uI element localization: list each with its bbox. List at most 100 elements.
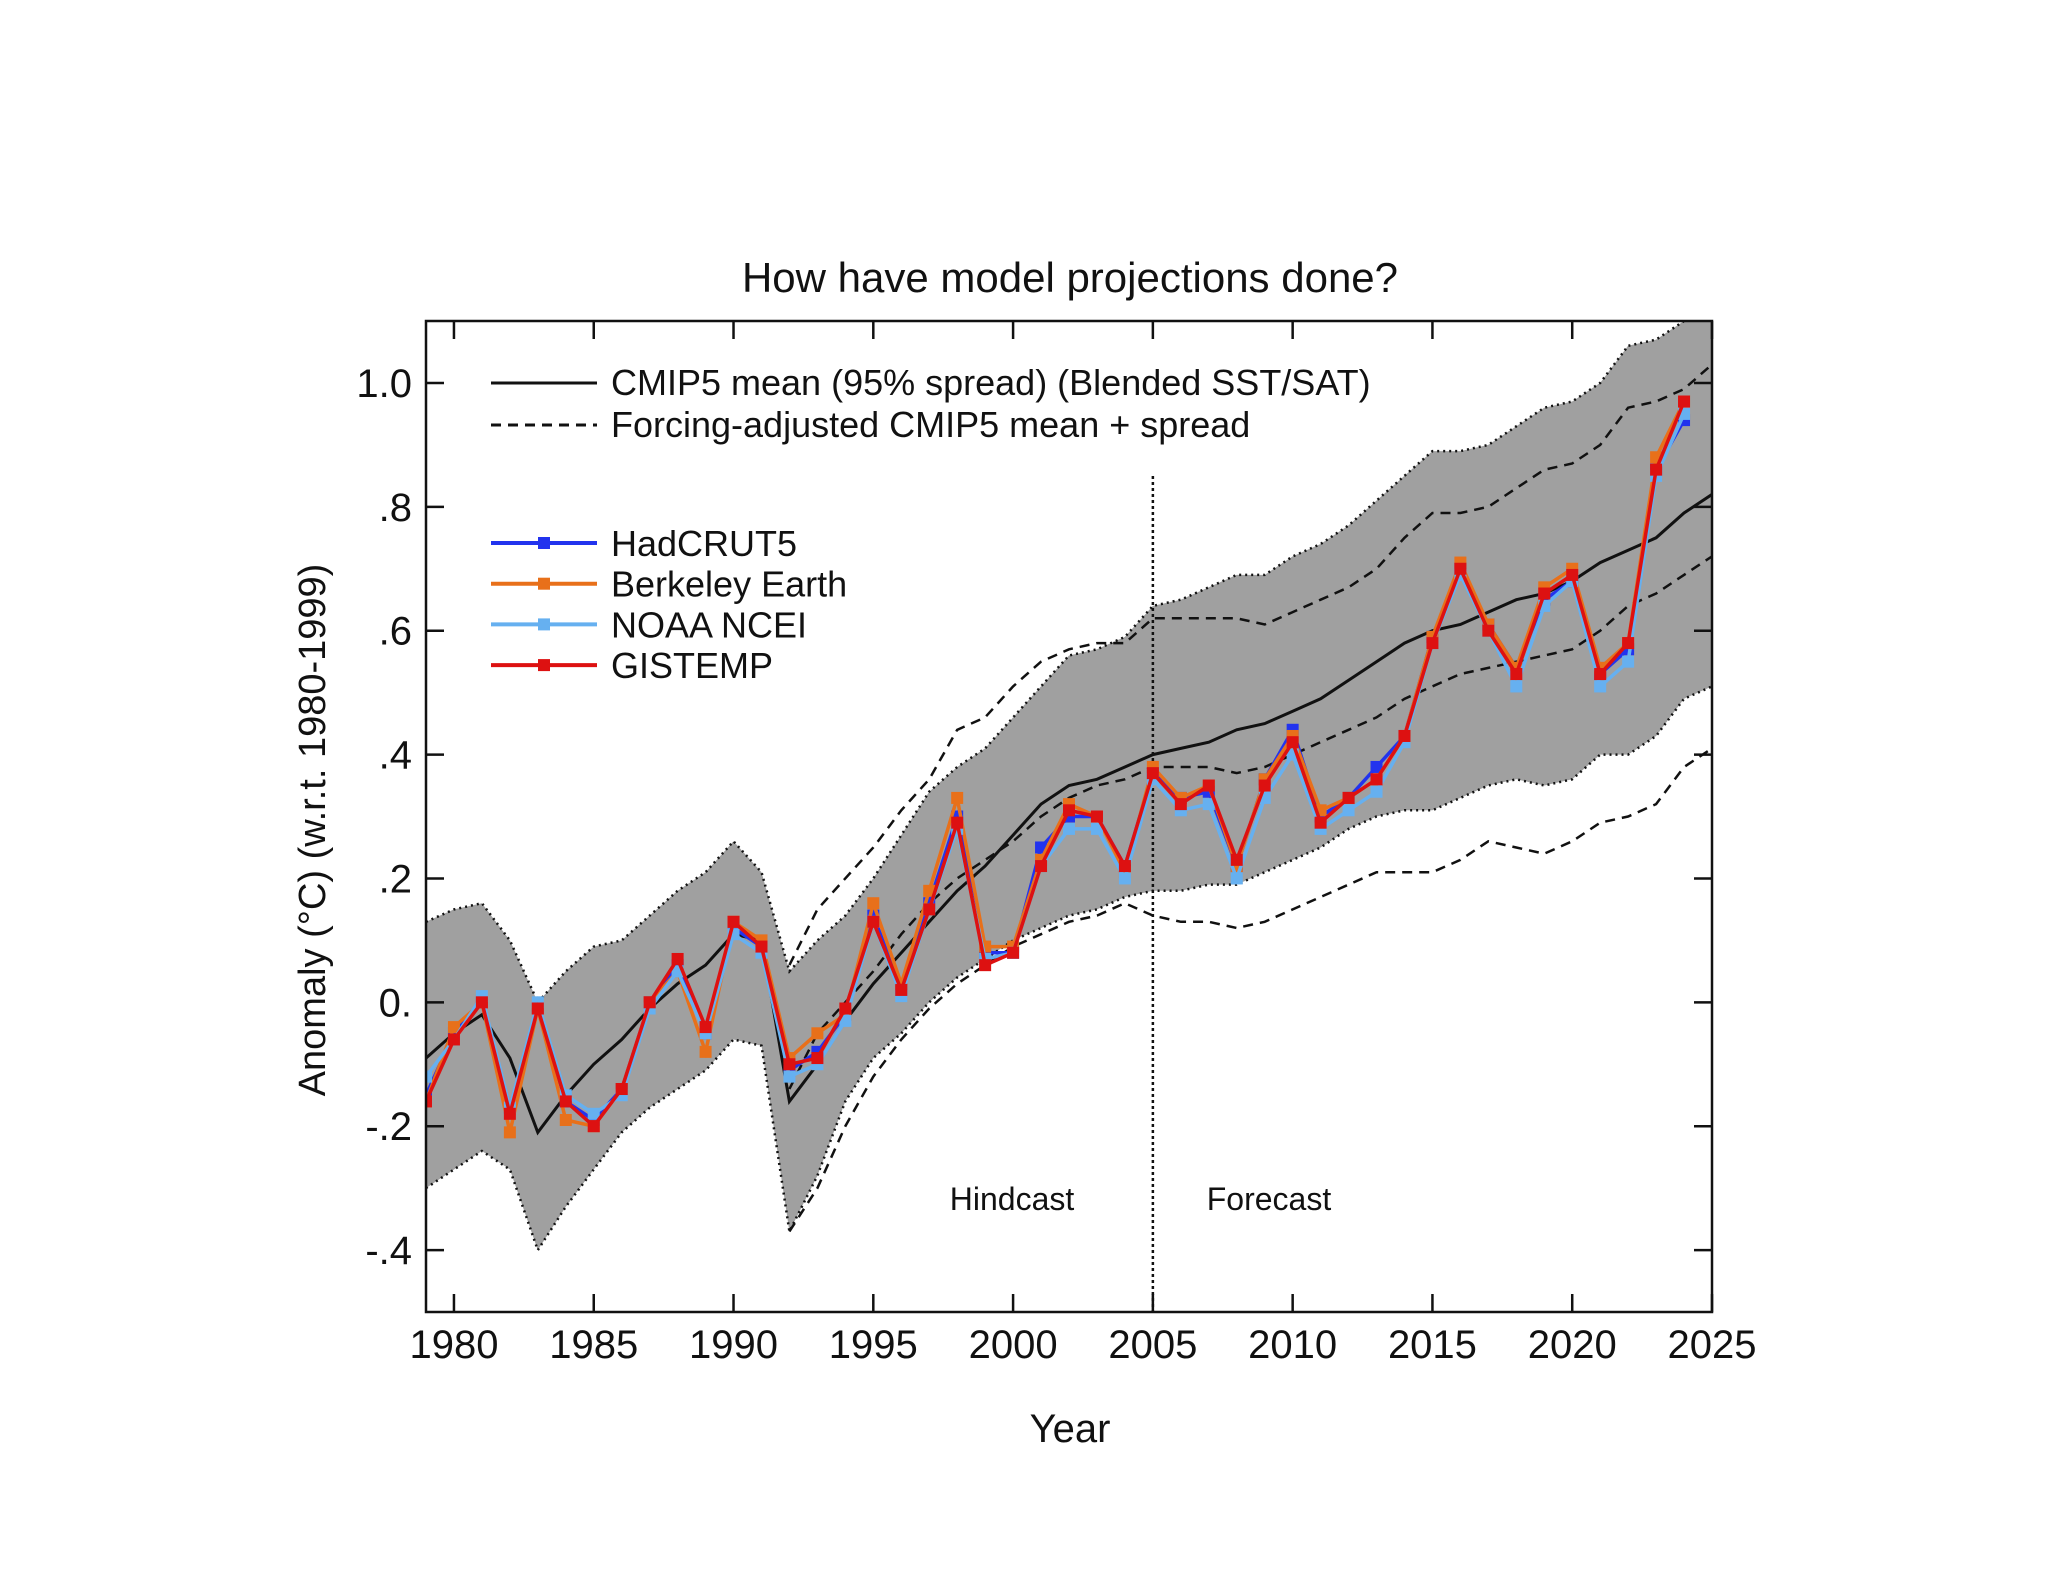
x-tick-label: 2015	[1388, 1323, 1477, 1367]
data-point	[1286, 736, 1299, 749]
legend-label-mean: CMIP5 mean (95% spread) (Blended SST/SAT…	[611, 362, 1371, 403]
data-point	[923, 884, 936, 897]
data-point	[839, 1002, 852, 1015]
plot-area	[426, 321, 1712, 1312]
data-point	[643, 996, 656, 1009]
legend-label: NOAA NCEI	[611, 604, 807, 645]
series-line	[426, 400, 1686, 1129]
y-tick-label: .2	[379, 857, 412, 901]
data-point	[699, 1045, 712, 1058]
data-point	[1454, 562, 1467, 575]
data-point	[1118, 860, 1131, 873]
data-point	[1566, 568, 1579, 581]
data-point	[867, 897, 880, 910]
adjusted-mean-line	[788, 555, 1712, 1090]
y-tick-label: 1.0	[356, 362, 412, 406]
data-point	[426, 1070, 432, 1083]
data-point	[1314, 816, 1327, 829]
data-point	[1538, 587, 1551, 600]
x-tick-label: 1995	[829, 1323, 918, 1367]
chart-title: How have model projections done?	[742, 254, 1398, 301]
data-point	[1090, 822, 1103, 835]
data-point	[475, 996, 488, 1009]
data-point	[783, 1070, 796, 1083]
y-tick-label: .6	[379, 610, 412, 654]
data-point	[1063, 804, 1075, 817]
adjusted-upper-line	[788, 363, 1712, 966]
data-point	[979, 959, 992, 972]
data-point	[895, 983, 908, 996]
data-point	[559, 1113, 572, 1126]
y-axis-label: Anomaly (°C) (w.r.t. 1980-1999)	[292, 564, 334, 1097]
x-tick-label: 2005	[1108, 1323, 1197, 1367]
adjusted-lower-line	[788, 747, 1712, 1233]
data-point	[783, 1058, 796, 1071]
data-point	[1510, 680, 1523, 693]
data-point	[1622, 655, 1635, 668]
x-tick-label: 2000	[969, 1323, 1058, 1367]
data-point	[447, 1033, 460, 1046]
data-point	[1482, 624, 1495, 637]
data-point	[1510, 668, 1523, 681]
legend-marker	[538, 659, 550, 672]
y-tick-label: -.4	[365, 1229, 412, 1273]
y-tick-label: 0.	[379, 981, 412, 1025]
x-tick-label: 1985	[549, 1323, 638, 1367]
plot-frame	[424, 319, 1714, 1314]
data-point	[1146, 767, 1159, 780]
data-point	[727, 915, 740, 928]
data-point	[1258, 779, 1271, 792]
data-point	[1370, 785, 1383, 798]
legend-label: HadCRUT5	[611, 523, 797, 564]
y-tick-label: .8	[379, 486, 412, 530]
data-point	[867, 915, 880, 928]
data-point	[1398, 729, 1411, 742]
data-point	[615, 1083, 628, 1096]
data-point	[1007, 946, 1020, 959]
data-point	[426, 1095, 432, 1108]
model-spread-lower	[426, 685, 1712, 1253]
legend-label: GISTEMP	[611, 645, 773, 686]
data-point	[1174, 798, 1187, 811]
data-point	[1678, 395, 1691, 408]
data-point	[1202, 779, 1215, 792]
data-point	[839, 1014, 852, 1027]
data-point	[1594, 668, 1607, 681]
data-point	[1090, 810, 1103, 823]
x-tick-label: 1980	[409, 1323, 498, 1367]
data-point	[1426, 637, 1439, 650]
x-tick-label: 2010	[1248, 1323, 1337, 1367]
data-point	[1230, 853, 1243, 866]
axis-ticks: 1980 1985 1990 1995 2000 2005 2010 2015 2020 2025…	[356, 321, 1756, 1367]
data-point	[559, 1095, 572, 1108]
legend-label: Berkeley Earth	[611, 564, 847, 605]
annotation-hindcast: Hindcast	[950, 1181, 1075, 1217]
legend-marker	[538, 577, 550, 590]
legend-label-adjusted: Forcing-adjusted CMIP5 mean + spread	[611, 404, 1250, 445]
data-point	[1594, 680, 1607, 693]
data-point	[503, 1126, 516, 1139]
data-point	[1370, 773, 1383, 786]
y-tick-label: -.2	[365, 1105, 412, 1149]
data-point	[811, 1052, 824, 1065]
series-gistemp	[426, 395, 1691, 1133]
model-mean-line	[426, 493, 1712, 1136]
data-point	[587, 1107, 600, 1120]
data-point	[811, 1027, 824, 1040]
data-point	[1342, 791, 1355, 804]
y-tick-label: .4	[379, 734, 412, 778]
data-point	[1230, 872, 1243, 885]
data-point	[531, 1002, 544, 1015]
x-tick-label: 2020	[1528, 1323, 1617, 1367]
data-point	[671, 952, 684, 965]
x-tick-label: 1990	[689, 1323, 778, 1367]
model-spread-upper	[426, 321, 1688, 1005]
data-point	[1650, 463, 1663, 476]
data-point	[951, 816, 964, 829]
data-point	[1035, 860, 1048, 873]
legend-marker	[538, 537, 550, 549]
data-point	[1622, 637, 1635, 650]
annotation-forecast: Forecast	[1207, 1181, 1332, 1217]
data-point	[755, 940, 768, 953]
